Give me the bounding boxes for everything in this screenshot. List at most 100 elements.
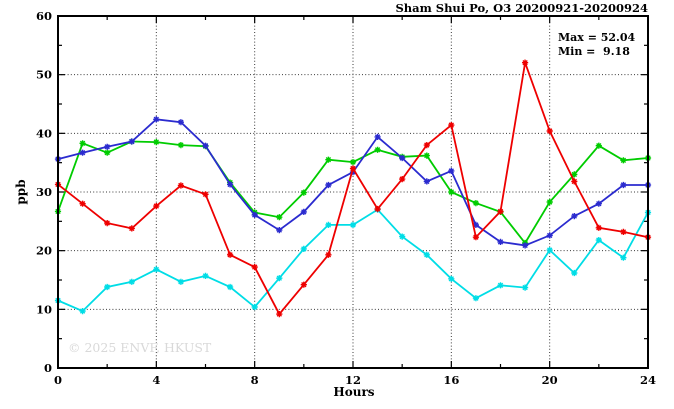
series-green-marker-h12 <box>349 159 357 166</box>
y-tick-label-10: 10 <box>36 302 52 316</box>
series-red-marker-h14 <box>399 176 406 183</box>
series-red-marker-h10 <box>300 281 307 288</box>
series-red-marker-h1 <box>79 200 86 207</box>
series-green-marker-h5 <box>177 142 184 149</box>
series-cyan-marker-h6 <box>202 272 209 279</box>
series-green-marker-h2 <box>104 149 111 156</box>
series-red-marker-h18 <box>497 208 504 215</box>
series-cyan-marker-h11 <box>325 221 332 228</box>
series-green-marker-h13 <box>374 146 381 153</box>
series-cyan-marker-h4 <box>153 266 160 273</box>
series-blue-marker-h22 <box>595 200 602 207</box>
series-green-marker-h1 <box>79 140 86 147</box>
y-tick-label-30: 30 <box>36 185 52 199</box>
x-tick-label-20: 20 <box>542 373 558 387</box>
y-axis-label: ppb <box>14 179 28 204</box>
series-blue-marker-h14 <box>399 154 406 162</box>
watermark: © 2025 ENVF, HKUST <box>68 340 212 355</box>
series-green-marker-h17 <box>472 200 479 207</box>
series-blue-marker-h2 <box>104 143 111 150</box>
series-blue-marker-h1 <box>79 149 86 156</box>
series-blue-marker-h6 <box>202 142 209 149</box>
y-tick-label-0: 0 <box>44 361 52 375</box>
x-tick-label-8: 8 <box>251 373 259 387</box>
series-cyan-marker-h19 <box>521 284 529 291</box>
series-red-marker-h21 <box>571 178 578 185</box>
series-cyan-marker-h5 <box>177 278 184 285</box>
series-red-marker-h13 <box>374 205 381 213</box>
series-red-marker-h12 <box>349 165 357 172</box>
series-green-marker-h23 <box>620 157 627 164</box>
series-cyan-marker-h23 <box>620 254 627 261</box>
x-tick-label-0: 0 <box>54 373 62 387</box>
series-red-marker-h8 <box>251 264 258 271</box>
series-red-line <box>57 59 649 316</box>
series-red-marker-h15 <box>423 142 430 149</box>
series-red-marker-h22 <box>595 224 602 231</box>
series-blue-marker-h12 <box>349 169 357 176</box>
series-cyan-marker-h10 <box>300 245 307 252</box>
series-green-marker-h11 <box>325 156 332 163</box>
series-cyan-marker-h18 <box>497 282 504 289</box>
min-annotation: Min = 9.18 <box>558 45 630 58</box>
y-tick-label-60: 60 <box>36 9 52 23</box>
series-blue-marker-h11 <box>325 181 332 189</box>
series-red-marker-h4 <box>153 203 160 210</box>
x-tick-label-4: 4 <box>152 373 160 387</box>
series-blue-marker-h10 <box>300 208 307 215</box>
series-cyan-marker-h15 <box>423 251 430 258</box>
series-cyan-marker-h16 <box>448 275 455 282</box>
y-tick-label-40: 40 <box>36 126 52 140</box>
series-cyan-marker-h1 <box>79 308 86 315</box>
series-green-marker-h4 <box>153 139 160 146</box>
series-red-marker-h11 <box>325 251 332 258</box>
series-green-marker-h15 <box>423 152 430 159</box>
series-red-marker-h9 <box>276 311 283 318</box>
series-cyan-marker-h7 <box>227 283 234 291</box>
y-tick-label-50: 50 <box>36 68 52 82</box>
series-red-marker-h20 <box>546 127 553 135</box>
series-cyan-marker-h20 <box>546 247 553 254</box>
series-red-marker-h17 <box>472 234 479 241</box>
chart-title: Sham Shui Po, O3 20200921-20200924 <box>395 1 648 15</box>
series-cyan-marker-h12 <box>349 221 357 228</box>
series-blue-marker-h4 <box>153 116 160 123</box>
series-green-marker-h9 <box>276 214 283 221</box>
series-blue-marker-h13 <box>374 133 381 140</box>
max-annotation: Max = 52.04 <box>558 31 636 44</box>
chart-generated-layer: 0 4 8 12 16 20 24 0 10 20 30 40 50 60 <box>36 9 656 387</box>
series-red-marker-h5 <box>177 182 184 189</box>
series-blue-marker-h16 <box>448 167 455 174</box>
series-blue-marker-h8 <box>251 211 258 218</box>
series-blue-marker-h3 <box>128 138 135 145</box>
series-blue-marker-h5 <box>177 119 184 126</box>
series-red-marker-h3 <box>128 225 135 232</box>
series-cyan-marker-h3 <box>128 278 135 285</box>
series-cyan-marker-h21 <box>571 269 578 277</box>
series-red-marker-h6 <box>202 191 209 198</box>
x-axis-label: Hours <box>333 385 374 399</box>
series-cyan-marker-h14 <box>399 233 406 240</box>
series-blue-marker-h20 <box>546 232 553 239</box>
x-tick-label-16: 16 <box>443 373 459 387</box>
series-red-marker-h16 <box>448 121 455 129</box>
series-blue-marker-h7 <box>227 181 234 188</box>
plot-border <box>57 15 649 369</box>
series-cyan-marker-h9 <box>276 275 283 282</box>
x-tick-label-12: 12 <box>345 373 361 387</box>
series-blue-marker-h17 <box>472 221 479 228</box>
series-red-marker-h7 <box>227 251 234 258</box>
y-tick-label-20: 20 <box>36 244 52 258</box>
series-red-marker-h19 <box>521 59 529 66</box>
series-blue-marker-h18 <box>497 238 504 245</box>
series-green-marker-h20 <box>546 198 553 206</box>
series-red-marker-h23 <box>620 228 627 235</box>
series-blue-marker-h21 <box>571 213 578 220</box>
series-blue-marker-h19 <box>521 242 529 249</box>
series-blue-marker-h9 <box>276 227 283 234</box>
series-green-marker-h21 <box>571 171 578 178</box>
series-blue-marker-h15 <box>423 178 430 185</box>
series-cyan-marker-h8 <box>251 303 258 311</box>
